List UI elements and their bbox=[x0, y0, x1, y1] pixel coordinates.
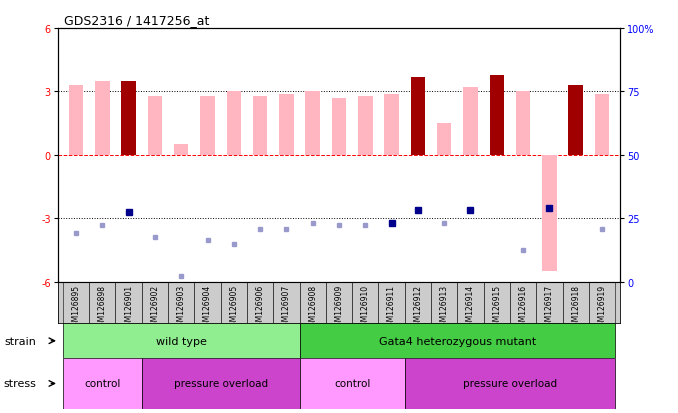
Text: GSM126895: GSM126895 bbox=[72, 284, 81, 330]
FancyBboxPatch shape bbox=[220, 282, 247, 324]
FancyBboxPatch shape bbox=[483, 282, 510, 324]
Bar bbox=[300, 324, 615, 358]
Bar bbox=[148, 97, 162, 156]
Text: GSM126906: GSM126906 bbox=[256, 284, 264, 330]
Bar bbox=[490, 75, 504, 156]
FancyBboxPatch shape bbox=[326, 282, 352, 324]
FancyBboxPatch shape bbox=[563, 282, 589, 324]
FancyBboxPatch shape bbox=[300, 282, 326, 324]
Text: GSM126918: GSM126918 bbox=[571, 284, 580, 330]
FancyBboxPatch shape bbox=[510, 282, 536, 324]
Text: GSM126910: GSM126910 bbox=[361, 284, 370, 330]
FancyBboxPatch shape bbox=[536, 282, 563, 324]
Text: GSM126904: GSM126904 bbox=[203, 284, 212, 330]
FancyBboxPatch shape bbox=[63, 282, 89, 324]
Text: GSM126914: GSM126914 bbox=[466, 284, 475, 330]
Text: GSM126902: GSM126902 bbox=[151, 284, 159, 330]
FancyBboxPatch shape bbox=[195, 282, 220, 324]
FancyBboxPatch shape bbox=[378, 282, 405, 324]
Bar bbox=[595, 94, 610, 156]
FancyBboxPatch shape bbox=[168, 282, 195, 324]
Bar bbox=[253, 97, 267, 156]
Text: GSM126909: GSM126909 bbox=[334, 284, 344, 330]
Text: stress: stress bbox=[3, 379, 37, 389]
FancyBboxPatch shape bbox=[247, 282, 273, 324]
Bar bbox=[405, 358, 615, 409]
Text: Gata4 heterozygous mutant: Gata4 heterozygous mutant bbox=[379, 336, 536, 346]
Text: GSM126915: GSM126915 bbox=[492, 284, 501, 330]
FancyBboxPatch shape bbox=[431, 282, 458, 324]
Bar bbox=[358, 97, 372, 156]
Bar bbox=[95, 82, 110, 156]
Bar bbox=[463, 88, 478, 156]
Bar bbox=[516, 92, 530, 156]
Text: GSM126912: GSM126912 bbox=[414, 284, 422, 330]
FancyBboxPatch shape bbox=[273, 282, 300, 324]
Text: GSM126913: GSM126913 bbox=[440, 284, 449, 330]
Text: GSM126911: GSM126911 bbox=[387, 284, 396, 330]
Bar bbox=[63, 358, 142, 409]
FancyBboxPatch shape bbox=[352, 282, 378, 324]
Bar bbox=[411, 78, 425, 156]
Bar bbox=[568, 86, 583, 156]
Bar bbox=[332, 99, 346, 156]
Bar bbox=[306, 92, 320, 156]
Bar bbox=[174, 145, 188, 156]
Bar bbox=[121, 82, 136, 156]
FancyBboxPatch shape bbox=[589, 282, 615, 324]
Bar bbox=[63, 324, 300, 358]
Bar bbox=[300, 358, 405, 409]
Text: pressure overload: pressure overload bbox=[463, 379, 557, 389]
Bar bbox=[437, 124, 452, 156]
Bar bbox=[279, 94, 294, 156]
Text: GSM126905: GSM126905 bbox=[229, 284, 238, 330]
Text: GSM126919: GSM126919 bbox=[597, 284, 606, 330]
Text: GSM126917: GSM126917 bbox=[545, 284, 554, 330]
Text: pressure overload: pressure overload bbox=[174, 379, 268, 389]
Bar bbox=[68, 86, 83, 156]
FancyBboxPatch shape bbox=[458, 282, 483, 324]
Bar bbox=[142, 358, 300, 409]
Text: control: control bbox=[84, 379, 121, 389]
Bar bbox=[200, 97, 215, 156]
FancyBboxPatch shape bbox=[142, 282, 168, 324]
Text: GSM126903: GSM126903 bbox=[177, 284, 186, 330]
Bar bbox=[226, 92, 241, 156]
FancyBboxPatch shape bbox=[115, 282, 142, 324]
FancyBboxPatch shape bbox=[405, 282, 431, 324]
Bar bbox=[542, 156, 557, 272]
Text: strain: strain bbox=[5, 336, 37, 346]
FancyBboxPatch shape bbox=[89, 282, 115, 324]
Text: GSM126916: GSM126916 bbox=[519, 284, 527, 330]
Text: control: control bbox=[334, 379, 370, 389]
Text: GSM126901: GSM126901 bbox=[124, 284, 133, 330]
Text: GSM126908: GSM126908 bbox=[308, 284, 317, 330]
Text: GSM126898: GSM126898 bbox=[98, 284, 107, 330]
Text: GDS2316 / 1417256_at: GDS2316 / 1417256_at bbox=[64, 14, 210, 27]
Bar bbox=[384, 94, 399, 156]
Text: wild type: wild type bbox=[156, 336, 207, 346]
Text: GSM126907: GSM126907 bbox=[282, 284, 291, 330]
